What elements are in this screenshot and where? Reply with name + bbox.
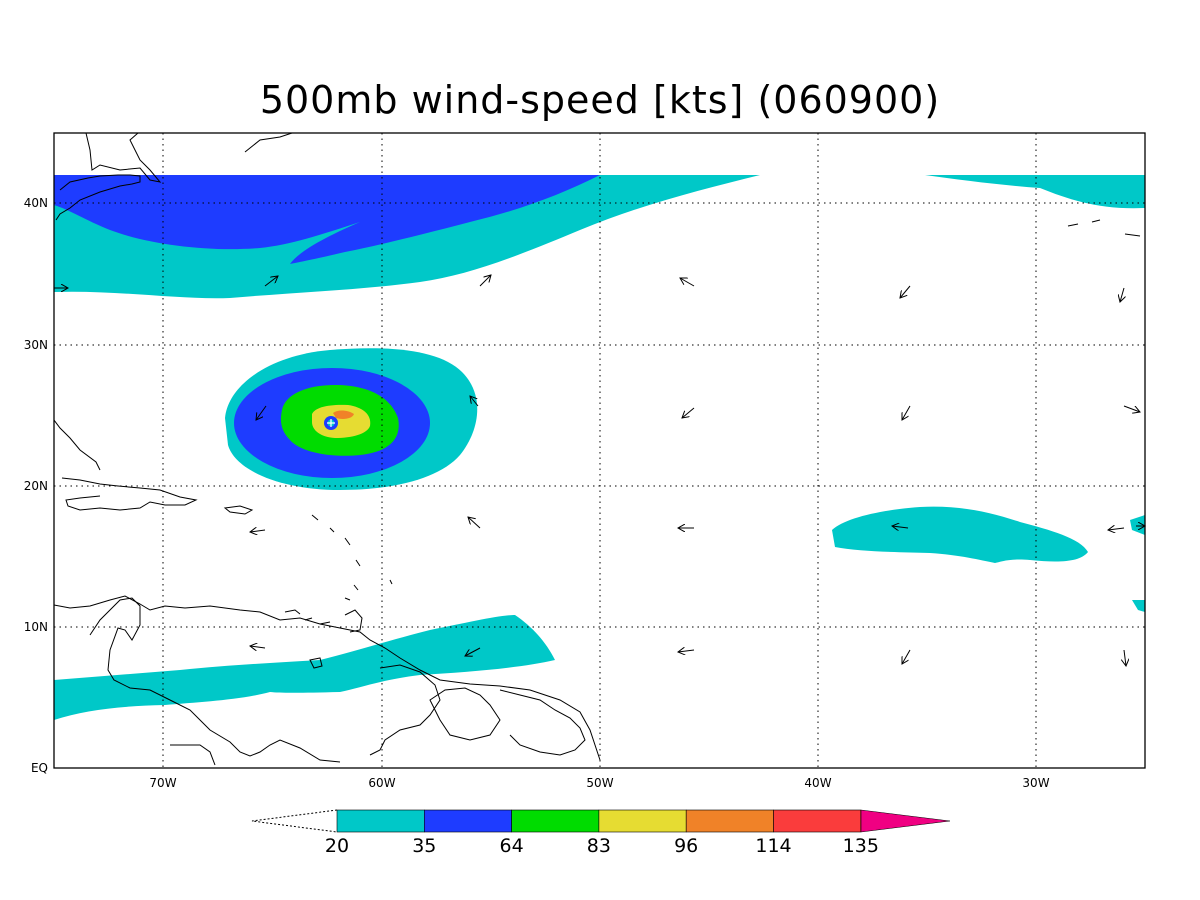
colorbar-level-label: 20 [325, 835, 349, 857]
wind-vectors [54, 275, 1145, 666]
colorbar-over-range-triangle [860, 809, 951, 833]
lon-label-40w: 40W [804, 776, 831, 790]
hurricane-wind-field [225, 348, 478, 490]
longitude-labels: 70W 60W 50W 40W 30W [149, 776, 1049, 790]
grid-lines [54, 133, 1145, 768]
colorbar-box [423, 809, 512, 833]
lon-label-50w: 50W [586, 776, 613, 790]
colorbar-level-label: 114 [755, 835, 791, 857]
lon-label-60w: 60W [368, 776, 395, 790]
tropical-wind-band-east [832, 506, 1088, 563]
colorbar-box [511, 809, 600, 833]
colorbar-under-range-triangle [251, 809, 338, 833]
colorbar: 20 35 64 83 96 114 135 [251, 809, 951, 857]
lon-label-30w: 30W [1022, 776, 1049, 790]
lat-label-40n: 40N [24, 196, 48, 210]
latitude-labels: EQ 10N 20N 30N 40N [24, 196, 48, 775]
colorbar-box [336, 809, 425, 833]
colorbar-box [685, 809, 774, 833]
lat-label-eq: EQ [31, 761, 48, 775]
colorbar-box [598, 809, 687, 833]
lat-label-20n: 20N [24, 479, 48, 493]
colorbar-level-label: 83 [587, 835, 611, 857]
colorbar-level-label: 64 [500, 835, 524, 857]
southern-wind-band [54, 615, 555, 720]
jet-stream-band [54, 175, 1145, 299]
lat-label-30n: 30N [24, 338, 48, 352]
coastlines [54, 133, 1141, 766]
lon-label-70w: 70W [149, 776, 176, 790]
colorbar-level-label: 35 [412, 835, 436, 857]
colorbar-level-label: 135 [843, 835, 879, 857]
tropical-wind-band-edge [1130, 515, 1145, 612]
lat-label-10n: 10N [24, 620, 48, 634]
colorbar-box [773, 809, 862, 833]
colorbar-level-label: 96 [674, 835, 698, 857]
map-title: 500mb wind-speed [kts] (060900) [259, 78, 941, 122]
